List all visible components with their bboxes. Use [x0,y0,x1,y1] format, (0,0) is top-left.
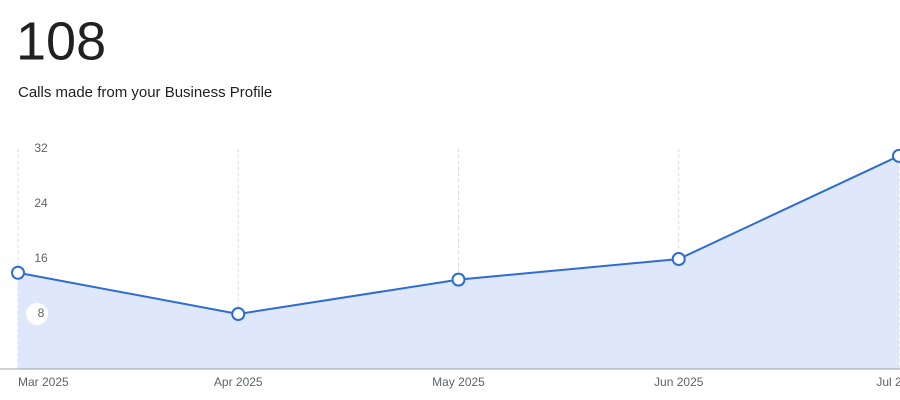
y-tick-bg [26,248,48,270]
x-tick-label: Jul 2025 [876,375,900,389]
x-tick-label: Jun 2025 [654,375,704,389]
y-tick-bg [26,303,48,325]
total: 108 [16,11,106,71]
point [231,307,246,321]
y-tick-label: 24 [34,196,48,210]
subtitle: Calls made from your Business Profile [18,84,272,101]
y-tick-label: 8 [38,306,45,320]
x-tick-label: May 2025 [432,375,485,389]
y-tick-bg [26,193,48,215]
x-tick-label: Apr 2025 [214,375,263,389]
point [11,265,25,280]
point [892,148,900,163]
y-tick-bg [26,138,48,160]
point [451,272,466,287]
point [671,252,686,266]
y-tick-label: 16 [34,251,48,265]
y-tick-label: 32 [34,141,48,155]
x-tick-label: Mar 2025 [18,375,69,389]
